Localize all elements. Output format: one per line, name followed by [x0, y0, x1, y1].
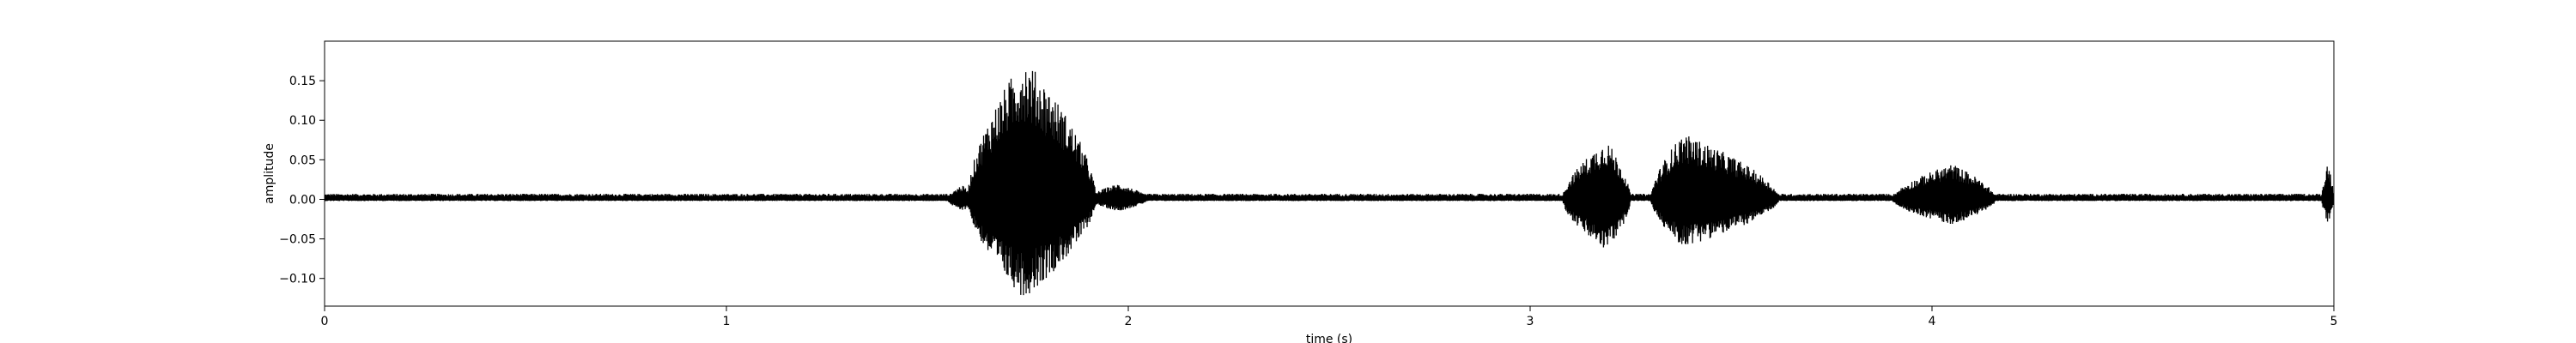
x-tick-label: 2: [1125, 315, 1133, 328]
x-tick-label: 5: [2330, 315, 2338, 328]
y-tick-label: −0.10: [279, 273, 316, 286]
y-tick-label: 0.00: [289, 193, 316, 207]
y-axis-label: amplitude: [263, 143, 276, 204]
x-axis: 0 1 2 3 4 5: [321, 306, 2338, 328]
y-tick-label: 0.15: [289, 75, 316, 88]
x-tick-label: 3: [1527, 315, 1534, 328]
x-tick-label: 1: [723, 315, 731, 328]
x-tick-label: 0: [321, 315, 329, 328]
y-tick-label: 0.10: [289, 114, 316, 128]
x-tick-label: 4: [1929, 315, 1936, 328]
y-axis: −0.10 −0.05 0.00 0.05 0.10 0.15: [279, 75, 325, 286]
plot-area: [325, 70, 2334, 296]
y-tick-label: 0.05: [289, 153, 316, 167]
axes-frame: [324, 40, 2335, 307]
waveform-series-line: [325, 70, 2334, 296]
x-axis-label: time (s): [1306, 333, 1352, 343]
y-tick-label: −0.05: [279, 233, 316, 247]
